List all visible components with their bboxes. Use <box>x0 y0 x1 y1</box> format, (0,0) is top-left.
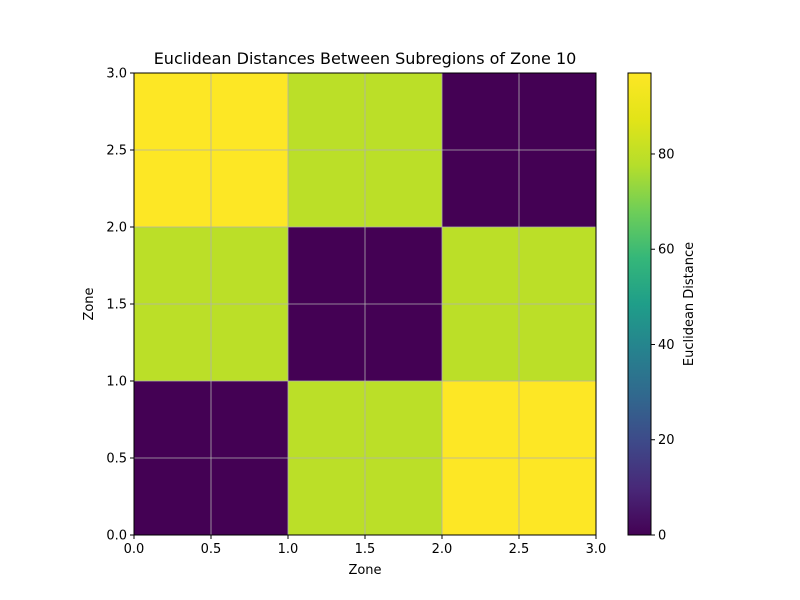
colorbar-tick-label: 0 <box>658 529 666 544</box>
chart-title: Euclidean Distances Between Subregions o… <box>154 49 577 68</box>
x-axis-label: Zone <box>348 563 381 578</box>
y-tick-label: 1.5 <box>106 298 127 313</box>
y-tick-label: 0.5 <box>106 452 127 467</box>
colorbar-tick-label: 60 <box>658 243 675 258</box>
colorbar-tick-label: 80 <box>658 147 675 162</box>
x-axis: 0.0 0.5 1.0 1.5 2.0 2.5 3.0 <box>124 535 607 557</box>
y-tick-label: 0.0 <box>106 529 127 544</box>
colorbar-axis: 0 20 40 60 80 <box>651 147 675 544</box>
colorbar-label: Euclidean Distance <box>682 242 697 366</box>
x-tick-label: 1.5 <box>355 542 376 557</box>
colorbar-tick-label: 20 <box>658 433 675 448</box>
x-tick-label: 2.0 <box>432 542 453 557</box>
x-tick-label: 3.0 <box>586 542 607 557</box>
x-tick-label: 2.5 <box>509 542 530 557</box>
y-axis: 0.0 0.5 1.0 1.5 2.0 2.5 3.0 <box>106 67 134 544</box>
x-tick-label: 0.5 <box>201 542 222 557</box>
colorbar <box>627 72 652 536</box>
y-tick-label: 1.0 <box>106 375 127 390</box>
y-tick-label: 2.5 <box>106 144 127 159</box>
x-tick-label: 0.0 <box>124 542 145 557</box>
y-tick-label: 2.0 <box>106 221 127 236</box>
y-axis-label: Zone <box>82 287 97 320</box>
colorbar-tick-label: 40 <box>658 338 675 353</box>
x-tick-label: 1.0 <box>278 542 299 557</box>
y-tick-label: 3.0 <box>106 67 127 82</box>
